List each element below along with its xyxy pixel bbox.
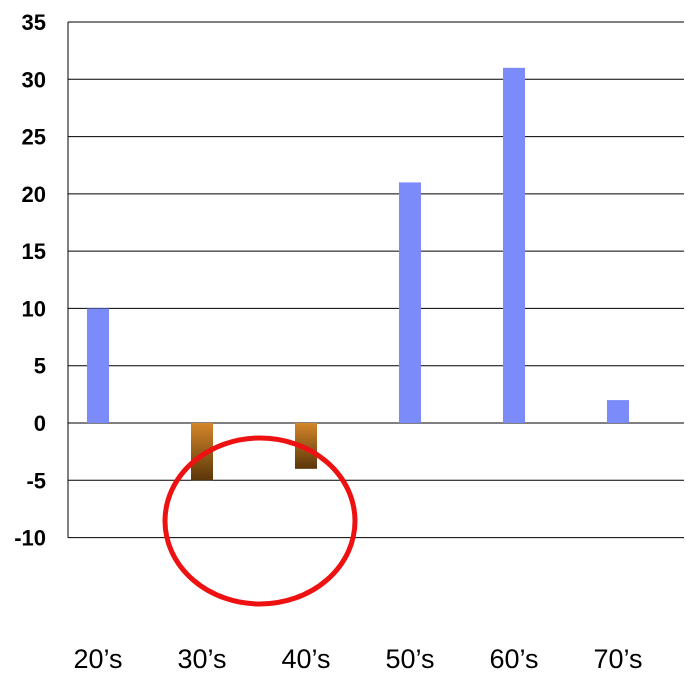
y-tick-label: -10: [14, 526, 46, 551]
bar: [503, 67, 525, 423]
y-tick-label: 25: [22, 125, 46, 150]
y-tick-label: 0: [34, 411, 46, 436]
x-tick-label: 70’s: [593, 644, 642, 674]
x-tick-label: 60’s: [489, 644, 538, 674]
x-tick-label: 20’s: [73, 644, 122, 674]
y-tick-label: 5: [34, 354, 46, 379]
y-tick-label: -5: [26, 468, 46, 493]
bar: [607, 400, 629, 423]
y-tick-label: 30: [22, 67, 46, 92]
y-axis-tick-labels: 35 30 25 20 15 10 5 0 -5 -10: [14, 10, 46, 551]
x-tick-label: 40’s: [281, 644, 330, 674]
annotations: [162, 435, 358, 607]
bar: [87, 308, 109, 423]
x-tick-label: 50’s: [385, 644, 434, 674]
bars: [87, 67, 629, 481]
x-axis-tick-labels: 20’s 30’s 40’s 50’s 60’s 70’s: [73, 644, 642, 674]
bar: [191, 423, 213, 481]
gridlines: [68, 21, 684, 539]
x-tick-label: 30’s: [177, 644, 226, 674]
highlight-ellipse: [162, 435, 358, 607]
y-tick-label: 35: [22, 10, 46, 35]
y-tick-label: 20: [22, 182, 46, 207]
y-tick-label: 10: [22, 296, 46, 321]
y-tick-label: 15: [22, 239, 46, 264]
bar: [399, 182, 421, 423]
